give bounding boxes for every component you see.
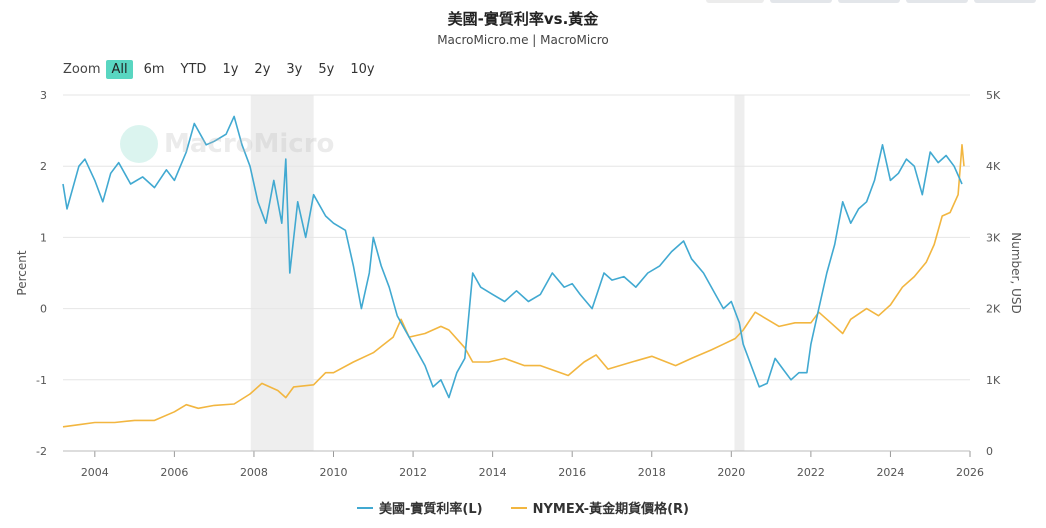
- top-tab-strip: [706, 0, 1036, 3]
- y-right-tick-label: 3K: [986, 231, 1001, 244]
- recession-band: [250, 95, 314, 451]
- x-tick-label: 2012: [399, 466, 427, 479]
- chart-legend: 美國-實質利率(L) NYMEX-黃金期貨價格(R): [0, 498, 1046, 517]
- y-right-axis-title: Number, USD: [1009, 232, 1023, 313]
- x-tick-label: 2010: [320, 466, 348, 479]
- legend-swatch-real-rate: [357, 506, 374, 509]
- y-right-tick-label: 2K: [986, 303, 1001, 316]
- zoom-bar: Zoom All 6m YTD 1y 2y 3y 5y 10y: [63, 60, 386, 79]
- top-tab[interactable]: [770, 0, 832, 3]
- x-tick-label: 2006: [160, 466, 188, 479]
- y-left-tick-label: 2: [40, 160, 47, 173]
- top-tab[interactable]: [706, 0, 764, 3]
- legend-item-gold[interactable]: NYMEX-黃金期貨價格(R): [510, 498, 689, 517]
- legend-label-gold: NYMEX-黃金期貨價格(R): [532, 502, 689, 517]
- top-tab[interactable]: [838, 0, 900, 3]
- x-tick-label: 2022: [797, 466, 825, 479]
- y-right-tick-label: 1K: [986, 374, 1001, 387]
- y-right-tick-label: 5K: [986, 89, 1001, 102]
- y-left-tick-label: -2: [36, 445, 47, 458]
- x-tick-label: 2020: [717, 466, 745, 479]
- series-line-real-rate: [62, 115, 963, 399]
- zoom-button-2y[interactable]: 2y: [254, 62, 271, 77]
- zoom-button-10y[interactable]: 10y: [350, 62, 375, 77]
- x-tick-label: 2014: [479, 466, 507, 479]
- top-tab[interactable]: [906, 0, 968, 3]
- zoom-button-all[interactable]: All: [106, 60, 133, 79]
- y-left-tick-label: -1: [36, 374, 47, 387]
- chart-title: 美國-實質利率vs.黃金: [447, 10, 599, 28]
- top-tab[interactable]: [974, 0, 1036, 3]
- zoom-button-1y[interactable]: 1y: [222, 62, 239, 77]
- x-tick-label: 2004: [81, 466, 109, 479]
- zoom-button-5y[interactable]: 5y: [318, 62, 335, 77]
- y-right-tick-label: 0: [986, 445, 993, 458]
- zoom-button-ytd[interactable]: YTD: [180, 62, 207, 77]
- legend-label-real-rate: 美國-實質利率(L): [379, 502, 483, 517]
- y-left-tick-label: 1: [40, 231, 47, 244]
- zoom-button-6m[interactable]: 6m: [143, 62, 165, 77]
- x-tick-label: 2016: [558, 466, 586, 479]
- legend-swatch-gold: [510, 506, 527, 509]
- legend-item-real-rate[interactable]: 美國-實質利率(L): [357, 498, 483, 517]
- zoom-label: Zoom: [63, 62, 101, 77]
- recession-band: [734, 95, 745, 451]
- x-tick-label: 2026: [956, 466, 984, 479]
- y-left-tick-label: 0: [40, 303, 47, 316]
- line-chart[interactable]: 3 5K 2 4K 1 3K 0 2K -1 1K -2 0 2004 2006 2008 2010 2012 2…: [0, 80, 1046, 490]
- y-right-tick-label: 4K: [986, 160, 1001, 173]
- x-tick-label: 2018: [638, 466, 666, 479]
- y-left-axis-title: Percent: [15, 250, 29, 295]
- chart-subtitle: MacroMicro.me | MacroMicro: [437, 33, 609, 47]
- x-tick-label: 2008: [240, 466, 268, 479]
- series-line-gold-price: [62, 144, 965, 428]
- y-left-tick-label: 3: [40, 89, 47, 102]
- zoom-button-3y[interactable]: 3y: [286, 62, 303, 77]
- x-tick-label: 2024: [876, 466, 904, 479]
